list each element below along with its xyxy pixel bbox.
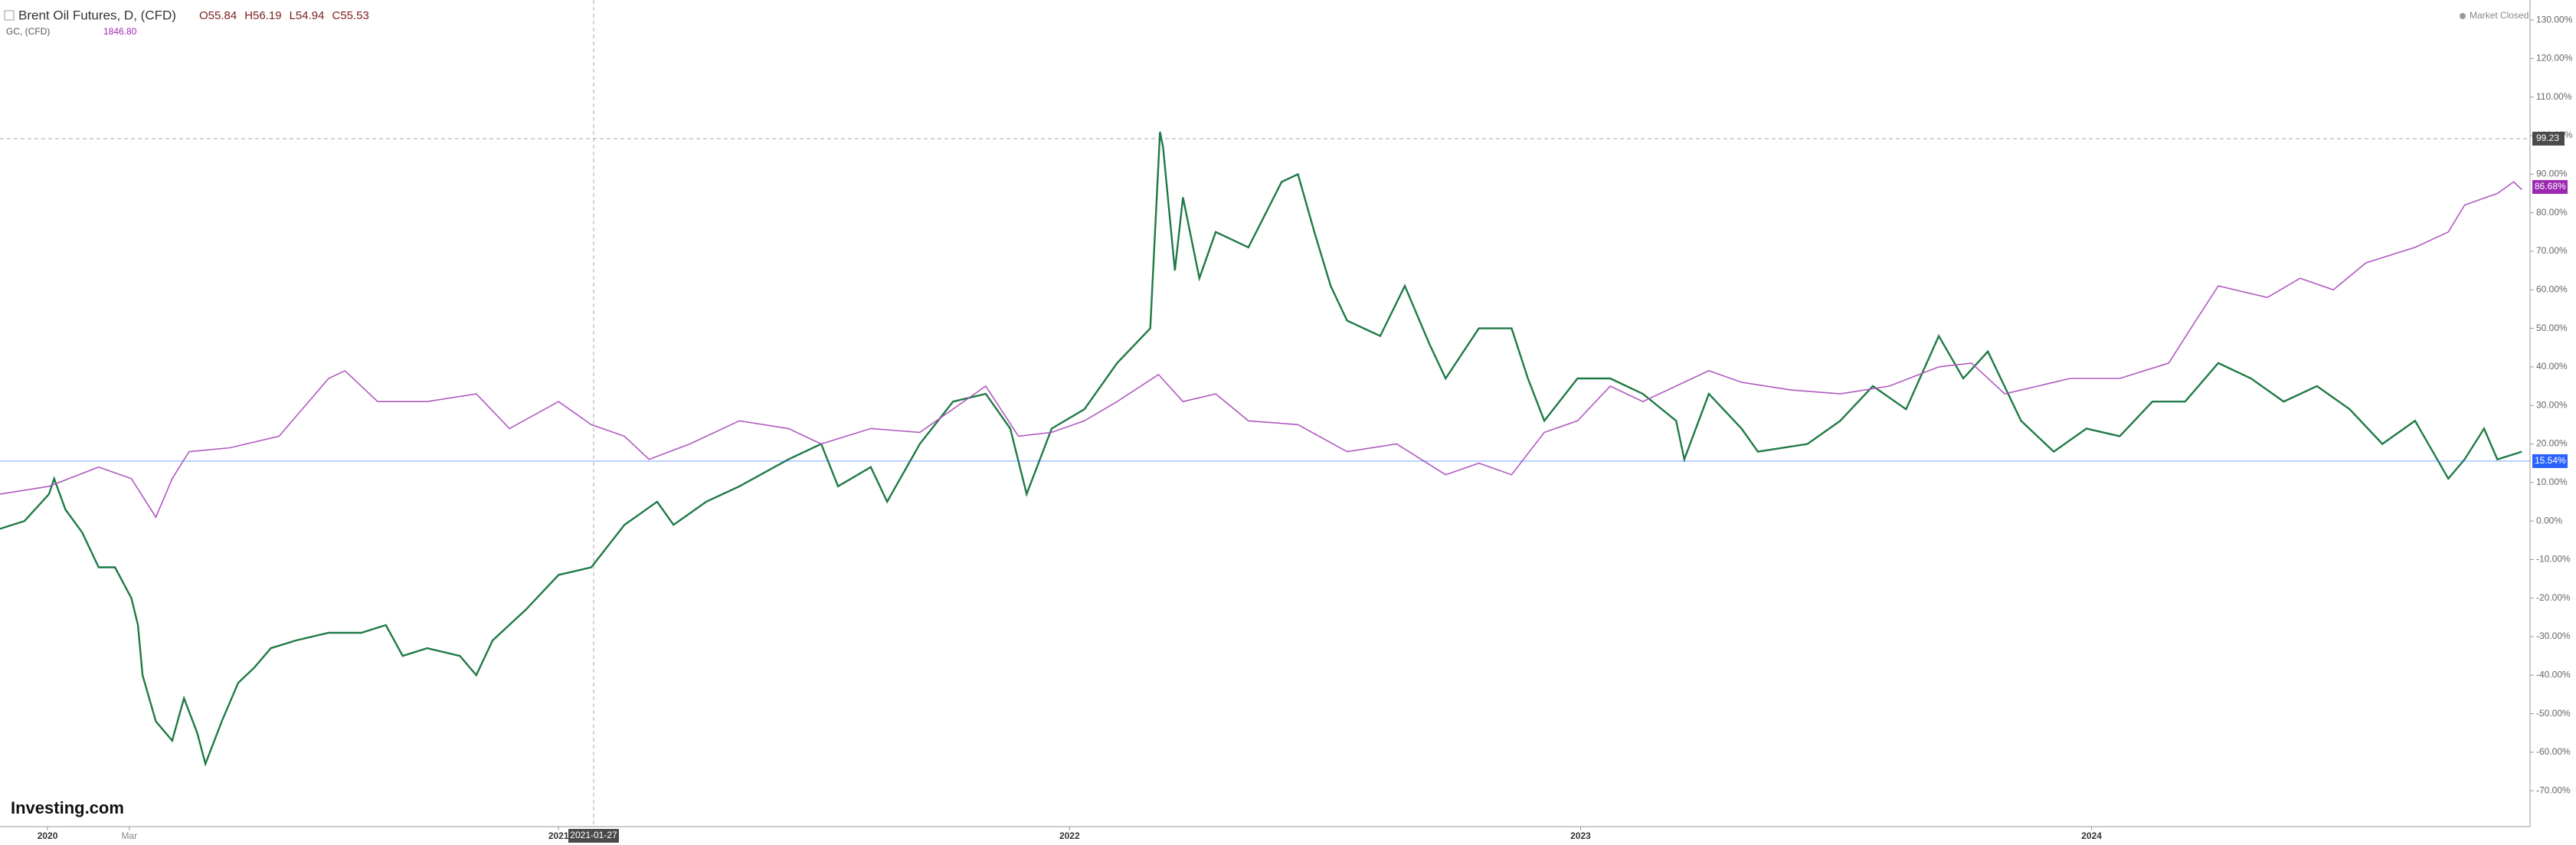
series-line [0, 181, 2522, 519]
y-tick-label: 110.00% [2536, 91, 2572, 102]
last-value-label: 15.54% [2535, 455, 2566, 466]
ohlc-value: O55.84 [199, 9, 237, 22]
y-tick-label: 0.00% [2536, 515, 2562, 526]
last-value-box [2532, 180, 2568, 195]
x-tick-label: 2021 [548, 830, 569, 841]
ohlc-value: L54.94 [290, 9, 325, 22]
last-value-label: 86.68% [2535, 181, 2566, 192]
y-tick-label: 30.00% [2536, 399, 2568, 410]
brand: Investing.com [11, 798, 124, 817]
market-status: Market Closed [2470, 10, 2529, 21]
x-tick-label: 2024 [2081, 830, 2102, 841]
y-tick-label: -40.00% [2536, 669, 2571, 680]
y-tick-label: 90.00% [2536, 169, 2568, 179]
x-tick-label: 2023 [1570, 830, 1591, 841]
x-tick-label: 2022 [1059, 830, 1080, 841]
y-tick-label: -20.00% [2536, 592, 2571, 603]
crosshair-x-label: 2021-01-27 [570, 830, 617, 840]
y-tick-label: 50.00% [2536, 323, 2568, 333]
y-tick-label: 130.00% [2536, 14, 2573, 25]
y-tick-label: 20.00% [2536, 438, 2568, 449]
y-tick-label: -30.00% [2536, 630, 2571, 641]
series-title: Brent Oil Futures, D, (CFD) [18, 8, 176, 22]
second-value: 1846.80 [103, 26, 137, 37]
y-tick-label: -50.00% [2536, 708, 2571, 719]
last-value-box [2532, 454, 2568, 468]
ohlc-value: C55.53 [332, 9, 368, 22]
x-tick-label: Mar [121, 830, 137, 841]
status-dot [2460, 13, 2466, 19]
series-title: GC, (CFD) [6, 26, 50, 37]
crosshair-y-box [2532, 132, 2565, 146]
y-tick-label: 40.00% [2536, 361, 2568, 372]
y-tick-label: -10.00% [2536, 554, 2571, 565]
ohlc-value: H56.19 [244, 9, 281, 22]
y-tick-label: -70.00% [2536, 784, 2571, 795]
y-tick-label: 80.00% [2536, 207, 2568, 218]
y-tick-label: -60.00% [2536, 746, 2571, 757]
y-tick-label: 60.00% [2536, 283, 2568, 294]
y-tick-label: 70.00% [2536, 245, 2568, 256]
crosshair-x-box [568, 829, 619, 843]
collapse-icon[interactable] [4, 10, 15, 21]
x-tick-label: 2020 [38, 830, 58, 841]
y-tick-label: 120.00% [2536, 53, 2573, 64]
series-line [0, 131, 2522, 767]
y-tick-label: 10.00% [2536, 477, 2568, 487]
crosshair-y-label: 99.23 [2536, 133, 2559, 143]
